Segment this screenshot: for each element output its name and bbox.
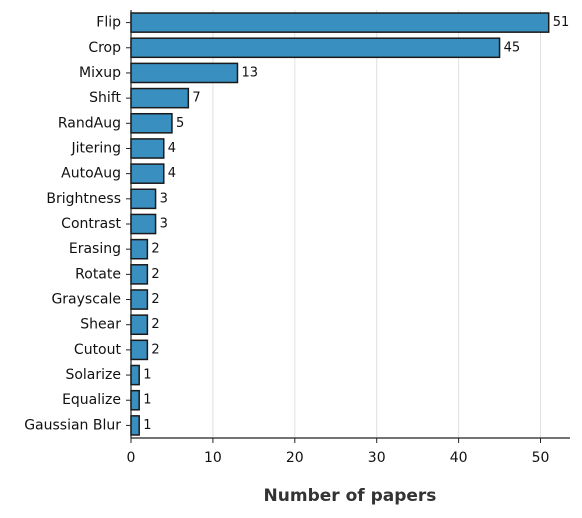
bar xyxy=(130,163,165,184)
bar xyxy=(130,87,190,109)
y-tick-label: Cutout xyxy=(74,342,122,358)
y-tick-label: Solarize xyxy=(65,367,121,383)
value-label: 4 xyxy=(168,166,176,181)
bar xyxy=(130,37,501,59)
x-tick-label: 20 xyxy=(286,450,304,466)
y-tick-label: Shift xyxy=(89,90,121,106)
y-tick-label: Crop xyxy=(88,40,121,56)
bar xyxy=(130,314,149,336)
x-tick-label: 30 xyxy=(368,450,386,466)
bar xyxy=(130,289,149,310)
bar xyxy=(130,138,165,159)
value-label: 5 xyxy=(176,116,184,131)
bar xyxy=(130,213,157,235)
value-label: 2 xyxy=(151,342,159,357)
y-tick-label: Erasing xyxy=(69,241,121,257)
bar xyxy=(130,264,149,285)
value-label: 45 xyxy=(504,40,521,55)
bar xyxy=(130,389,140,411)
bar xyxy=(130,238,149,260)
value-label: 2 xyxy=(151,267,159,282)
value-label: 51 xyxy=(553,15,570,30)
value-label: 13 xyxy=(241,65,258,80)
bar xyxy=(130,12,550,33)
x-tick-label: 10 xyxy=(204,450,222,466)
value-label: 2 xyxy=(151,242,159,257)
bar xyxy=(130,188,157,210)
y-tick-label: Flip xyxy=(96,15,121,31)
value-label: 1 xyxy=(143,393,151,408)
bar xyxy=(130,62,239,84)
value-label: 2 xyxy=(151,292,159,307)
y-tick-label: Jitering xyxy=(70,140,121,156)
value-label: 1 xyxy=(143,418,151,433)
value-label: 1 xyxy=(143,368,151,383)
x-tick-label: 50 xyxy=(532,450,550,466)
y-tick-label: Contrast xyxy=(61,216,121,232)
bar xyxy=(130,339,149,361)
bar xyxy=(130,364,140,386)
x-tick-label: 40 xyxy=(450,450,468,466)
y-tick-label: Grayscale xyxy=(51,292,121,308)
y-tick-label: Equalize xyxy=(62,392,121,408)
y-tick-label: Gaussian Blur xyxy=(24,417,121,433)
value-label: 3 xyxy=(160,191,168,206)
y-tick-label: Brightness xyxy=(46,191,121,207)
y-tick-label: Mixup xyxy=(79,65,121,81)
bar xyxy=(130,112,173,134)
value-label: 4 xyxy=(168,141,176,156)
value-label: 3 xyxy=(160,217,168,232)
y-tick-label: RandAug xyxy=(58,115,121,131)
value-label: 7 xyxy=(192,91,200,106)
y-tick-label: Rotate xyxy=(75,266,121,282)
y-tick-label: AutoAug xyxy=(61,166,121,182)
x-tick-label: 0 xyxy=(127,450,136,466)
bar xyxy=(130,415,140,436)
x-axis-label: Number of papers xyxy=(264,486,437,506)
y-tick-label: Shear xyxy=(80,317,121,333)
value-label: 2 xyxy=(151,317,159,332)
